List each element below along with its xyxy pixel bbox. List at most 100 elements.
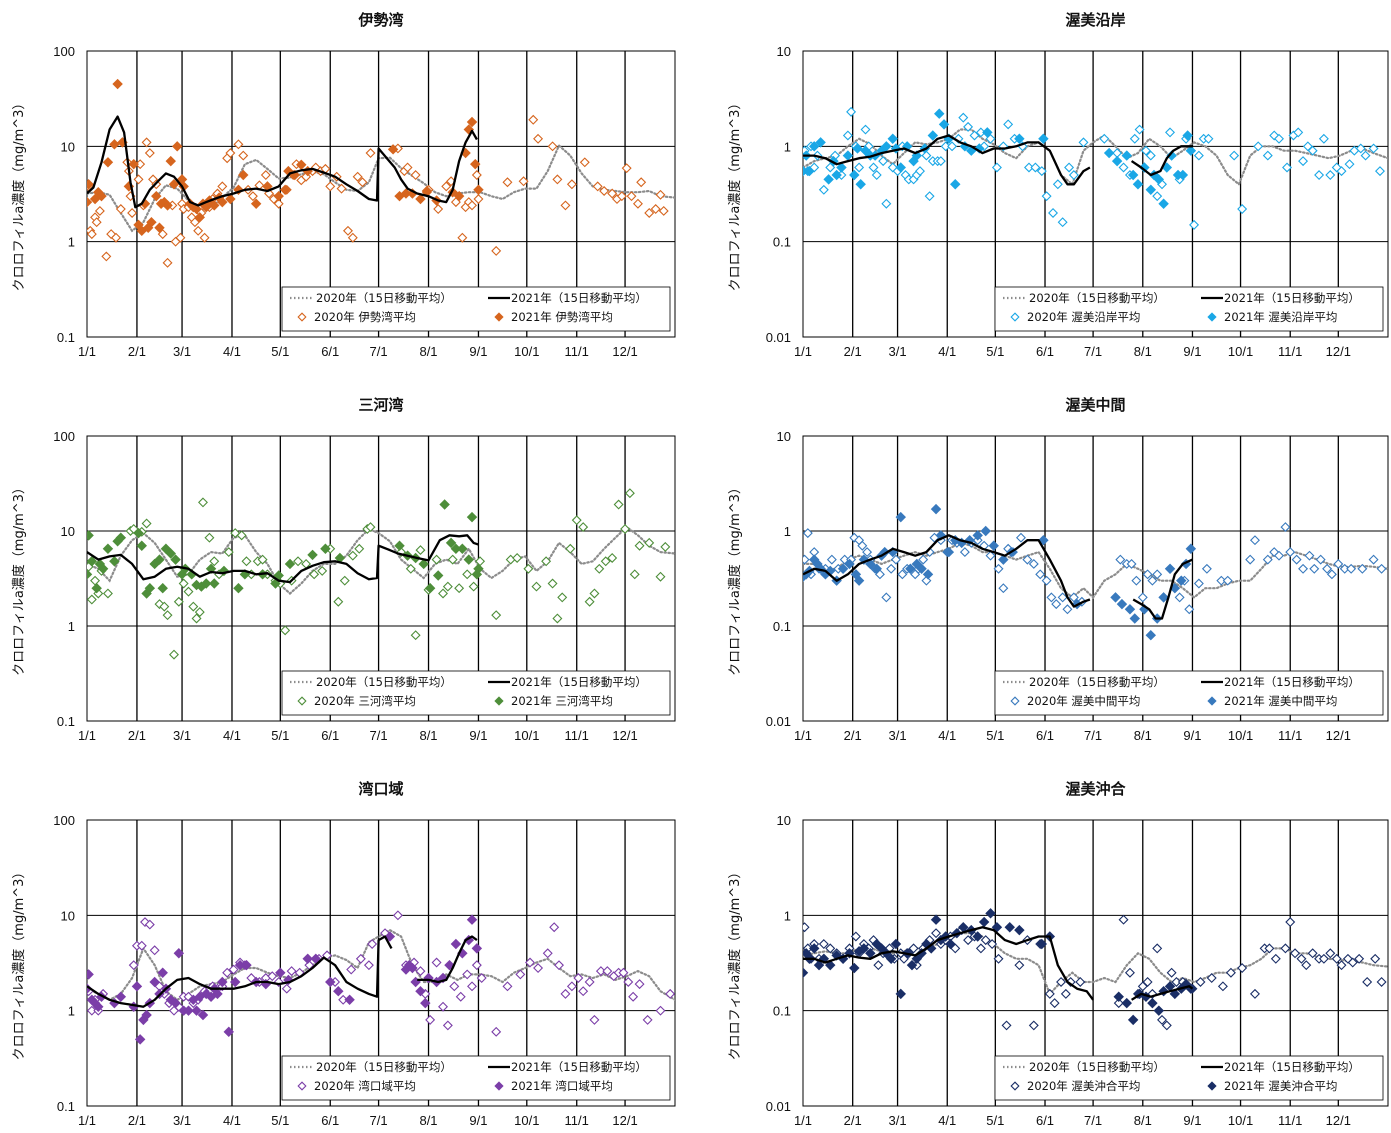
x-tick-label: 3/1	[889, 728, 907, 743]
point-2020	[1057, 217, 1068, 228]
point-2020	[818, 939, 829, 950]
chart-title: 湾口域	[358, 780, 403, 798]
point-2020	[578, 986, 589, 997]
legend-swatch-avg-2020	[1010, 696, 1020, 706]
point-2020	[468, 581, 479, 592]
x-tick-label: 6/1	[1036, 1113, 1054, 1128]
point-2020	[402, 162, 413, 173]
legend-label-avg-2020: 2020年 湾口域平均	[314, 1079, 416, 1093]
point-2020	[629, 569, 640, 580]
x-tick-label: 2/1	[844, 344, 862, 359]
point-2020	[584, 596, 595, 607]
x-tick-label: 10/1	[1228, 1113, 1253, 1128]
point-2020	[357, 177, 368, 188]
y-tick-label: 100	[53, 813, 75, 828]
point-2021	[87, 556, 98, 567]
point-2020	[1024, 162, 1034, 173]
point-2020	[1322, 563, 1333, 574]
point-2020	[626, 191, 637, 202]
point-2020	[342, 225, 353, 236]
series-ma-2021	[417, 935, 478, 984]
point-2020	[238, 150, 249, 161]
point-2020	[589, 1014, 600, 1025]
point-2021	[1182, 130, 1193, 141]
point-2020	[1068, 170, 1079, 181]
point-2020	[149, 945, 160, 956]
point-2020	[935, 156, 946, 167]
point-2020	[173, 596, 184, 607]
point-2020	[1290, 948, 1301, 959]
legend-box	[994, 286, 1384, 332]
point-2020	[144, 919, 155, 930]
point-2020	[1249, 535, 1260, 546]
point-2020	[1028, 1020, 1039, 1031]
point-2020	[963, 935, 974, 946]
point-2020	[189, 217, 200, 228]
point-2020	[347, 550, 358, 561]
point-2020	[650, 204, 661, 214]
legend-swatch-avg-2020	[297, 312, 307, 322]
x-tick-label: 1/1	[78, 1113, 96, 1128]
point-2020	[491, 1026, 502, 1037]
x-tick-label: 7/1	[370, 344, 388, 359]
series-ma-2021	[803, 926, 1095, 1001]
point-2021	[466, 914, 478, 925]
x-tick-label: 12/1	[1326, 344, 1351, 359]
y-tick-label: 10	[61, 139, 75, 154]
point-2021	[895, 162, 906, 173]
x-tick-label: 11/1	[565, 728, 589, 743]
point-2021	[972, 931, 983, 942]
point-2020	[222, 967, 233, 978]
point-2020	[825, 162, 836, 173]
legend-label-ma-2020: 2020年（15日移動平均）	[316, 675, 452, 689]
point-2020	[1028, 558, 1039, 569]
point-2021	[191, 203, 202, 215]
point-2021	[209, 578, 220, 589]
point-2020	[1217, 981, 1228, 992]
point-2021	[307, 549, 318, 561]
point-2020	[1015, 532, 1026, 543]
point-2020	[1376, 563, 1387, 574]
point-2020	[410, 170, 421, 181]
point-2021	[217, 196, 228, 208]
point-2020	[1068, 592, 1079, 603]
point-2020	[367, 939, 378, 950]
point-2020	[1206, 973, 1217, 983]
point-2020	[644, 537, 655, 548]
point-2020	[442, 581, 453, 592]
point-2020	[1222, 575, 1233, 586]
point-2020	[317, 565, 328, 576]
point-2021	[906, 959, 918, 971]
point-2020	[642, 1014, 653, 1025]
point-2020	[1253, 141, 1264, 152]
point-2020	[1298, 563, 1309, 574]
x-tick-label: 6/1	[1036, 344, 1054, 359]
point-2020	[462, 569, 473, 580]
point-2021	[325, 976, 336, 988]
legend-swatch-avg-2021	[1207, 1081, 1217, 1091]
series-ma-2021	[1130, 145, 1193, 177]
point-2021	[320, 543, 331, 554]
point-2020	[159, 601, 170, 612]
point-2020	[1057, 592, 1068, 603]
chart-panel-4: 渥美沿岸 1/1 2/1 3/1 4/1 5/1 6/1 7/1 8/1 9/1 10/1 11/1 1…	[727, 11, 1389, 359]
point-2021	[808, 141, 820, 152]
point-2021	[930, 503, 942, 515]
point-2020	[998, 583, 1009, 594]
point-2020	[431, 957, 442, 968]
point-2021	[1166, 150, 1177, 161]
point-2021	[87, 179, 94, 190]
point-2020	[1126, 558, 1137, 569]
chart-panel-5: 渥美中間 1/1 2/1 3/1 4/1 5/1 6/1 7/1 8/1 9/1 10/1 11/1 1…	[727, 396, 1389, 743]
y-tick-label: 10	[777, 429, 791, 444]
point-2020	[620, 524, 631, 534]
point-2021	[1164, 563, 1176, 575]
point-2020	[592, 181, 603, 192]
point-2021	[136, 540, 147, 551]
point-2021	[858, 943, 870, 954]
point-2020	[628, 991, 639, 1002]
y-tick-label: 1	[784, 139, 791, 154]
x-tick-label: 7/1	[1084, 344, 1102, 359]
y-axis-label: クロロフィルa濃度（mg/m^3）	[11, 481, 27, 676]
legend-box	[281, 286, 671, 332]
